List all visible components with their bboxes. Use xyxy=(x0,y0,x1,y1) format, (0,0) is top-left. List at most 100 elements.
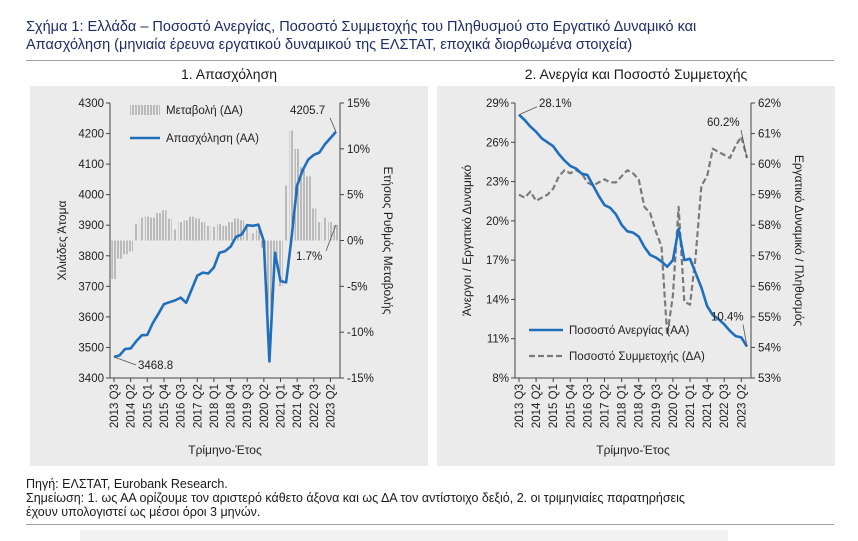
chart1-xtick-label: 2022 Q3 xyxy=(309,384,321,428)
source-note: Πηγή: ΕΛΣΤΑΤ, Eurobank Research. xyxy=(26,477,228,491)
chart1-ytick-label: 4200 xyxy=(78,129,104,141)
footnote-line-1: Σημείωση: 1. ως ΑΑ ορίζουμε τον αριστερό… xyxy=(26,491,685,505)
employment-change-bar xyxy=(128,240,134,252)
legend-change-label: Μεταβολή (ΔΑ) xyxy=(166,105,243,117)
employment-change-bar xyxy=(200,222,206,241)
employment-change-bar xyxy=(239,220,245,241)
annotation-unemp-last-leader xyxy=(742,324,748,347)
legend-part-label: Ποσοστό Συμμετοχής (ΔΑ) xyxy=(569,351,705,363)
chart2-xtick-label: 2015 Q1 xyxy=(548,384,560,428)
annotation-last-leader xyxy=(329,117,337,132)
chart1-xtick-label: 2021 Q4 xyxy=(292,383,304,428)
chart1-xtick-label: 2016 Q3 xyxy=(176,384,188,428)
chart2-ytick-label: 26% xyxy=(486,137,509,149)
figure-title-line-2: Απασχόληση (μηνιαία έρευνα εργατικού δυν… xyxy=(26,37,633,53)
top-divider xyxy=(26,60,834,61)
chart2-ytick-label: 17% xyxy=(486,255,509,267)
employment-change-bar xyxy=(233,218,239,241)
chart2-xtick-label: 2014 Q2 xyxy=(531,384,543,428)
employment-change-bar xyxy=(322,217,328,241)
chart1-ytick-label: 3400 xyxy=(78,373,104,385)
employment-change-bar xyxy=(189,216,195,241)
chart2-xtick-label: 2018 Q1 xyxy=(617,384,629,428)
figure-title: Σχήμα 1: Ελλάδα – Ποσοστό Ανεργίας, Ποσο… xyxy=(26,18,836,54)
employment-change-bar xyxy=(111,240,117,279)
chart2-panel: 8% 11% 14% 17% 20% 23% 26% 29% 53% 54% 55% 56% 57% 58… xyxy=(437,86,835,466)
chart2-xtick-label: 2023 Q2 xyxy=(736,384,748,428)
bottom-divider xyxy=(26,524,834,525)
chart1-xtick-label: 2017 Q2 xyxy=(192,384,204,428)
chart1-ytick-label: 4100 xyxy=(78,159,104,171)
chart2-xtick-label: 2015 Q4 xyxy=(565,383,577,428)
annotation-unemp-first-leader xyxy=(518,106,538,116)
employment-change-bar xyxy=(150,217,156,241)
chart2-ytick-label: 20% xyxy=(486,216,509,228)
chart2-ytick-right-label: 55% xyxy=(758,312,781,324)
employment-change-bar xyxy=(167,218,172,241)
annotation-part-last: 60.2% xyxy=(707,117,740,129)
employment-line xyxy=(113,130,337,363)
employment-change-bar xyxy=(211,226,217,241)
employment-change-bar xyxy=(278,240,283,287)
chart2-ytick-label: 14% xyxy=(486,294,509,306)
chart1-xtick-label: 2018 Q4 xyxy=(226,383,238,428)
chart2-ytick-label: 11% xyxy=(487,334,509,346)
chart1-xtick-label: 2015 Q1 xyxy=(142,384,154,428)
employment-change-bar xyxy=(228,222,233,241)
chart2-xtick-label: 2013 Q3 xyxy=(514,384,526,428)
chart2-ytick-right-label: 62% xyxy=(758,98,781,110)
annotation-change-leader xyxy=(325,224,337,252)
footnote-line-2: έχουν υπολογιστεί ως μέσοι όροι 3 μηνών. xyxy=(26,505,261,519)
chart2-xtick-label: 2016 Q3 xyxy=(582,384,594,428)
chart2-xtick-label: 2019 Q3 xyxy=(651,384,663,428)
employment-change-bar xyxy=(117,240,122,259)
chart2-xtick-label: 2022 Q3 xyxy=(719,384,731,428)
chart2-ytick-right-label: 56% xyxy=(758,281,781,293)
employment-change-bar xyxy=(305,176,311,241)
chart1-ytick-right-label: 15% xyxy=(347,98,370,110)
employment-change-bar xyxy=(122,240,128,255)
chart1-ytick-right-label: 10% xyxy=(347,144,370,156)
employment-change-bar xyxy=(250,233,256,241)
participation-rate-line xyxy=(518,135,749,337)
employment-change-bar xyxy=(289,130,294,241)
legend-change-swatch xyxy=(130,105,160,115)
employment-change-bar xyxy=(316,222,322,241)
annotation-last-value: 4205.7 xyxy=(290,105,325,117)
chart2-xtick-label: 2021 Q4 xyxy=(702,383,714,428)
employment-change-bar xyxy=(178,222,183,241)
employment-change-bar xyxy=(161,210,167,241)
chart1-ytick-right-label: -10% xyxy=(347,327,374,339)
employment-change-bar xyxy=(300,167,306,241)
annotation-first-leader xyxy=(113,356,137,366)
legend-unemp-label: Ποσοστό Ανεργίας (ΑΑ) xyxy=(569,325,690,337)
employment-change-bar xyxy=(172,229,178,241)
chart1-ytick-label: 3600 xyxy=(78,312,104,324)
chart2-y-right-axis-title: Εργατικό Δυναμικό / Πληθυσμός xyxy=(792,155,806,327)
employment-change-bar xyxy=(194,218,200,241)
chart2-title: 2. Ανεργία και Ποσοστό Συμμετοχής xyxy=(524,66,748,82)
chart2-ytick-label: 29% xyxy=(486,98,509,110)
employment-change-bar xyxy=(328,222,333,241)
chart1-xtick-label: 2013 Q3 xyxy=(109,384,121,428)
chart1-xtick-label: 2015 Q4 xyxy=(159,383,171,428)
figure-title-line-1: Σχήμα 1: Ελλάδα – Ποσοστό Ανεργίας, Ποσο… xyxy=(26,19,697,35)
chart2-ytick-right-label: 59% xyxy=(758,190,781,202)
employment-change-bar xyxy=(183,220,189,241)
chart1-ytick-label: 3800 xyxy=(78,251,104,263)
chart1-ytick-label: 4000 xyxy=(78,190,104,202)
unemployment-rate-line xyxy=(518,113,749,348)
chart1-ytick-label: 3900 xyxy=(78,220,104,232)
chart2-ytick-label: 8% xyxy=(492,373,509,385)
annotation-unemp-first: 28.1% xyxy=(539,98,572,110)
chart1-xtick-label: 2021 Q1 xyxy=(276,384,288,428)
chart1-plot: 3400 3500 3600 3700 3800 3900 4000 4100 4200 4300… xyxy=(55,98,395,457)
employment-change-bar xyxy=(156,213,161,241)
employment-change-bar xyxy=(244,227,250,241)
chart1-ytick-label: 3700 xyxy=(78,281,104,293)
employment-change-bar xyxy=(133,224,139,241)
chart1-x-axis-title: Τρίμηνο-Έτος xyxy=(188,443,262,457)
chart1-xtick-label: 2023 Q2 xyxy=(325,384,337,428)
chart1-ytick-right-label: -5% xyxy=(347,281,367,293)
chart2-y-axis-title: Άνεργοι / Εργατικό Δυναμικό xyxy=(460,165,474,317)
